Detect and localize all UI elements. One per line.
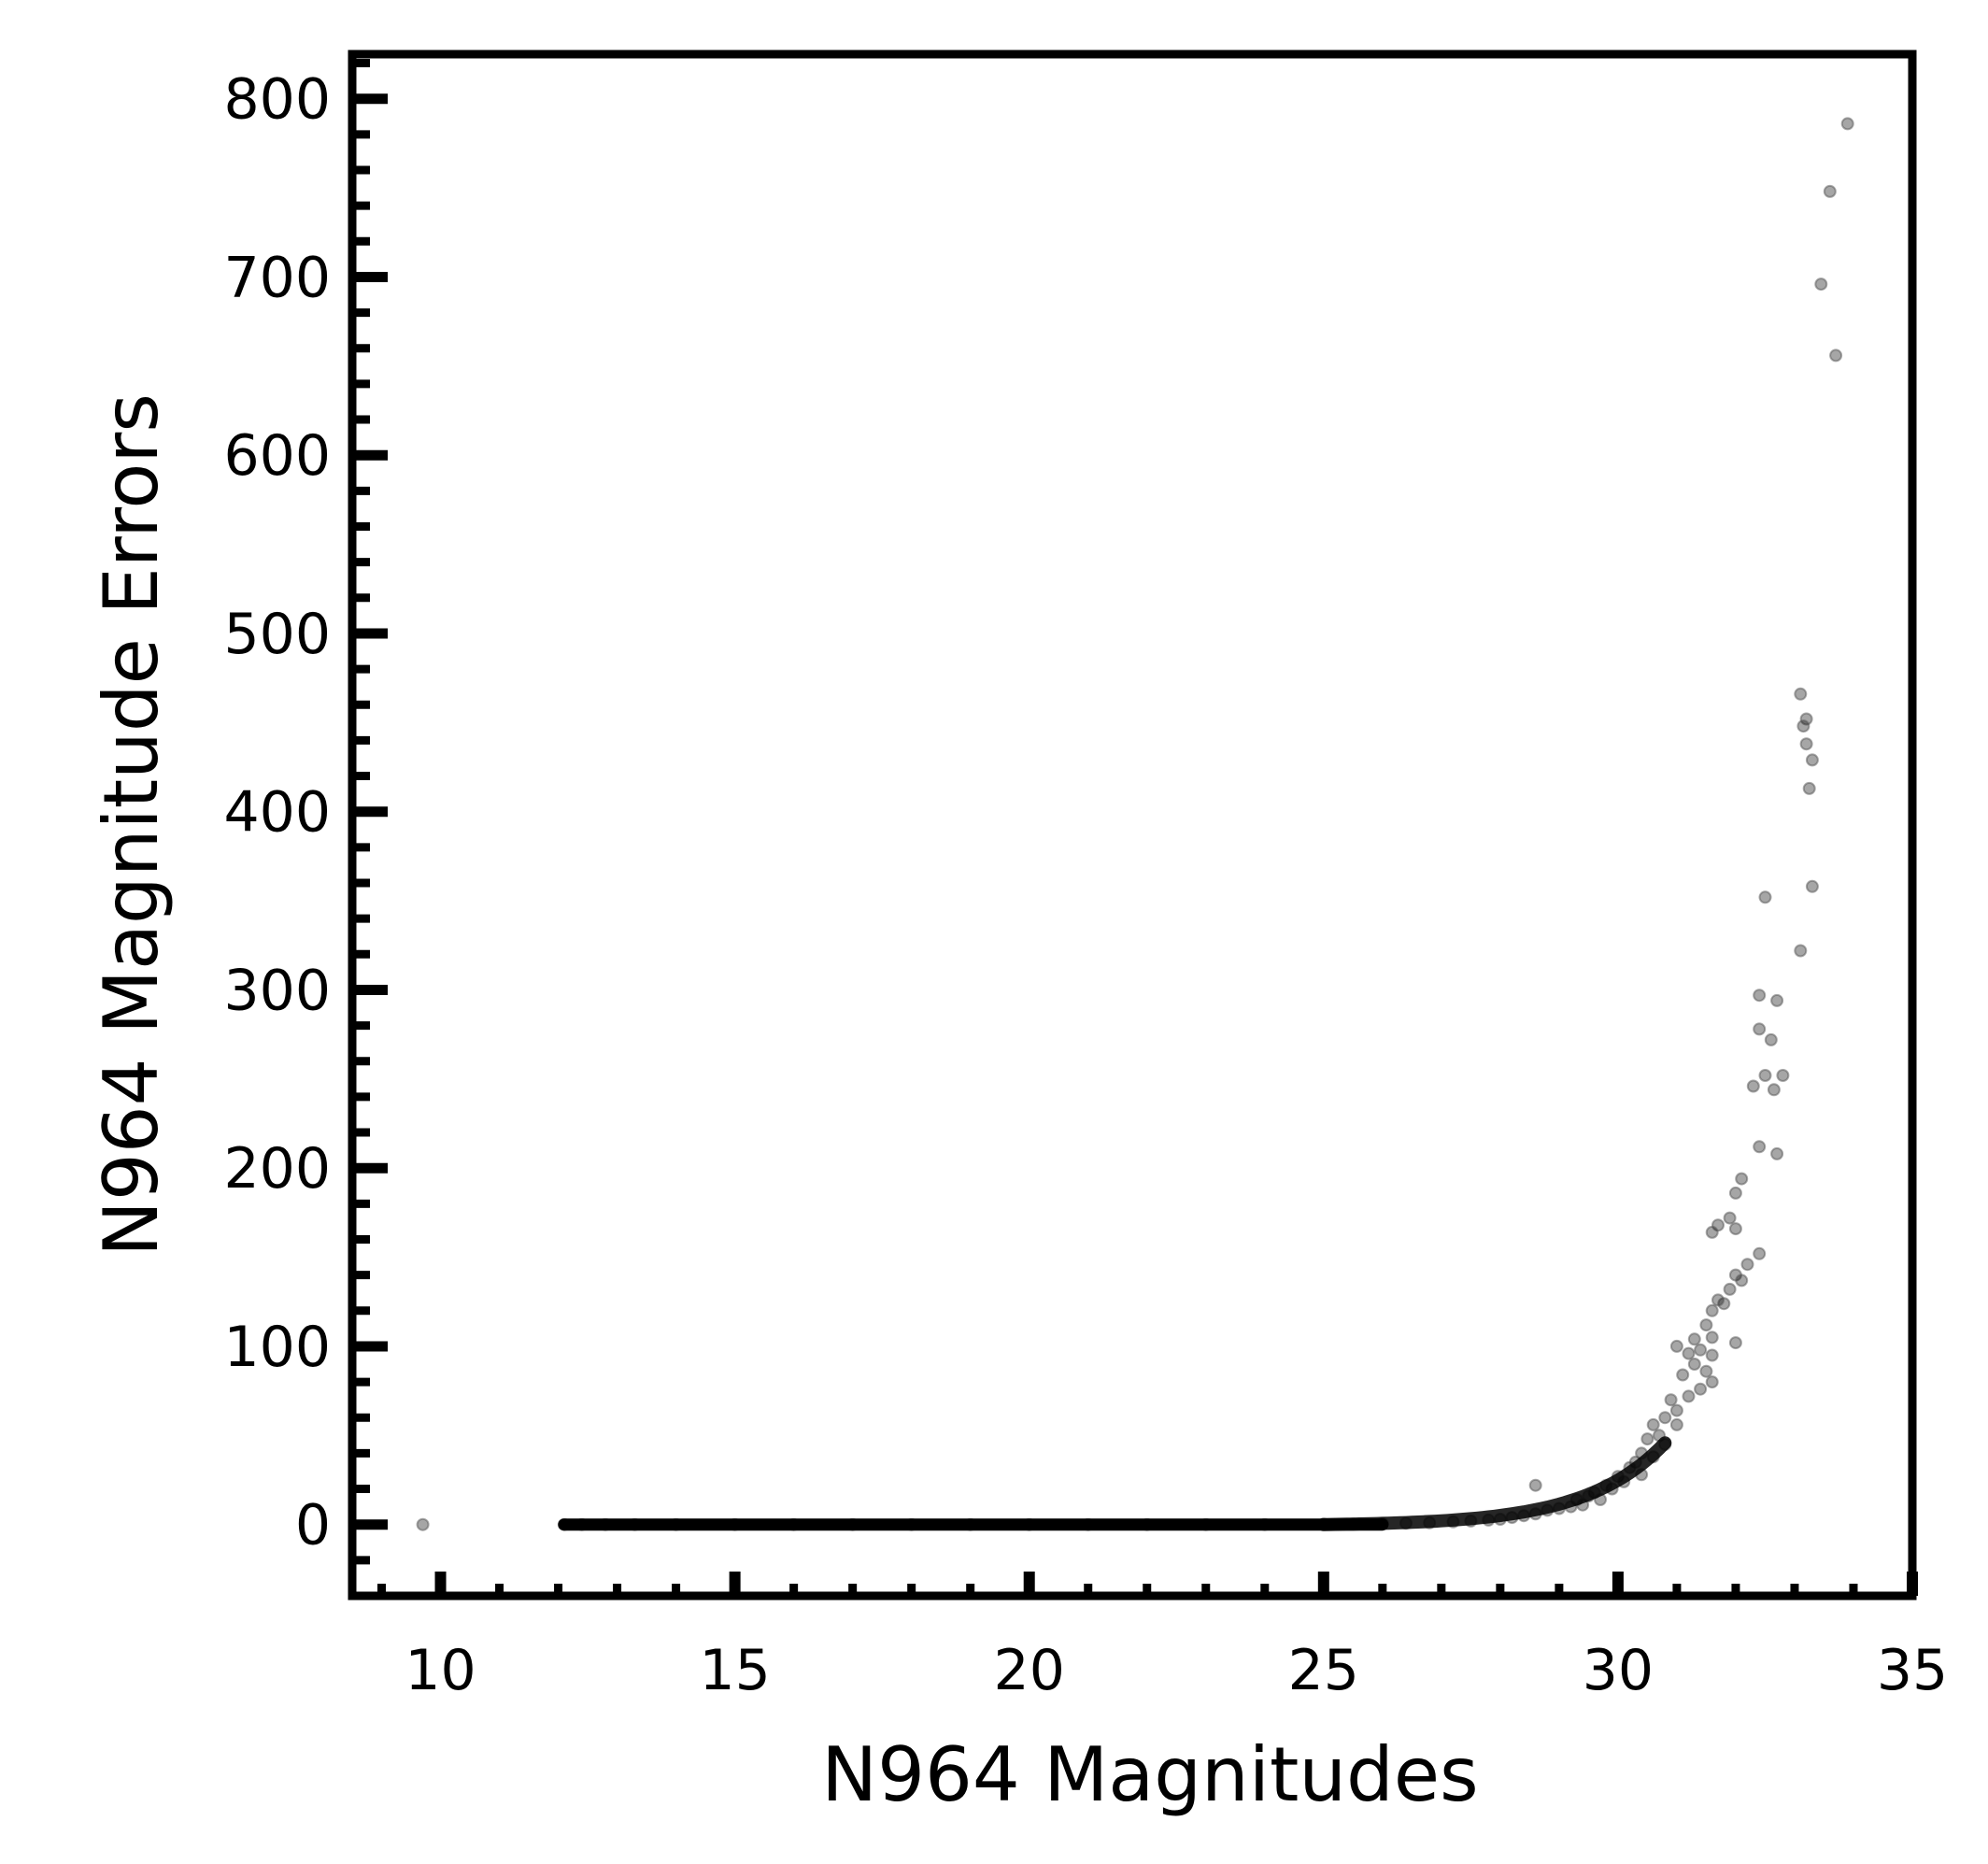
data-point <box>1758 890 1772 904</box>
y-axis-label: N964 Magnitude Errors <box>88 393 175 1257</box>
x-axis-label: N964 Magnitudes <box>821 1731 1478 1818</box>
data-point <box>1711 1293 1725 1307</box>
y-tick-label: 0 <box>295 1493 331 1558</box>
data-point <box>1687 1332 1701 1346</box>
data-point <box>1705 1348 1719 1362</box>
dense-point-curve <box>1316 1436 1672 1531</box>
data-point <box>1776 1069 1790 1082</box>
data-point <box>1723 1211 1737 1225</box>
data-point <box>1669 1417 1683 1431</box>
data-point <box>1753 989 1767 1003</box>
data-point <box>1764 1032 1778 1046</box>
plot-frame <box>348 50 1917 1601</box>
data-point <box>1723 1282 1737 1296</box>
data-point <box>1753 1246 1767 1260</box>
data-point <box>1687 1358 1701 1371</box>
y-tick-label: 200 <box>223 1136 331 1202</box>
x-tick-label: 15 <box>699 1638 770 1703</box>
data-point <box>1814 277 1828 292</box>
data-point <box>1705 1225 1719 1239</box>
x-tick-label: 30 <box>1583 1638 1654 1703</box>
y-tick-label: 700 <box>223 245 331 310</box>
data-point <box>1829 349 1843 363</box>
data-point <box>1802 781 1816 795</box>
data-point <box>1753 1140 1767 1154</box>
x-tick-label: 20 <box>994 1638 1065 1703</box>
data-point <box>1767 1083 1781 1097</box>
x-tick-label: 10 <box>405 1638 476 1703</box>
data-point <box>1528 1478 1542 1492</box>
data-point <box>1682 1389 1696 1403</box>
y-tick-label: 500 <box>223 602 331 667</box>
y-tick-label: 600 <box>223 423 331 489</box>
data-point <box>1699 1318 1713 1332</box>
data-point <box>1746 1079 1760 1093</box>
data-point <box>1705 1375 1719 1389</box>
data-point <box>1770 1146 1784 1160</box>
data-points <box>416 117 1854 1531</box>
data-point <box>1799 737 1813 751</box>
y-tick-label: 800 <box>223 67 331 133</box>
y-tick-label: 100 <box>223 1315 331 1380</box>
x-tick-label: 35 <box>1877 1638 1948 1703</box>
data-point <box>1770 993 1784 1007</box>
data-point <box>1728 1222 1742 1236</box>
data-point <box>1805 753 1819 767</box>
axis-ticks <box>352 59 1918 1596</box>
data-point <box>1640 1432 1654 1446</box>
y-tick-label: 400 <box>223 780 331 846</box>
data-point <box>1669 1339 1683 1353</box>
data-point <box>1664 1393 1678 1407</box>
data-point <box>1728 1336 1742 1350</box>
data-point <box>1694 1382 1708 1396</box>
data-point <box>1694 1343 1708 1357</box>
data-point <box>1646 1417 1660 1431</box>
y-tick-label: 300 <box>223 958 331 1023</box>
tick-labels: 10 15 20 25 30 35 0 100 200 300 400 500 600 700 800 <box>223 67 1948 1703</box>
data-point <box>1840 117 1854 131</box>
data-point <box>1735 1172 1749 1186</box>
data-point <box>1796 719 1810 733</box>
data-point <box>1705 1303 1719 1317</box>
data-point <box>1794 944 1808 958</box>
data-point <box>1823 184 1837 198</box>
data-point <box>1794 687 1808 701</box>
data-point <box>1676 1368 1690 1382</box>
data-point <box>1728 1186 1742 1200</box>
data-point <box>1669 1403 1683 1417</box>
data-point <box>1753 1022 1767 1036</box>
x-tick-label: 25 <box>1288 1638 1359 1703</box>
data-point <box>1658 1411 1672 1425</box>
data-point <box>1735 1273 1749 1288</box>
data-point <box>1705 1330 1719 1345</box>
data-point <box>1805 879 1819 893</box>
data-point <box>416 1517 430 1531</box>
data-point <box>1682 1346 1696 1360</box>
data-point <box>1699 1364 1713 1378</box>
data-point <box>1799 712 1813 726</box>
data-point <box>1740 1258 1754 1272</box>
data-point <box>1758 1069 1772 1082</box>
